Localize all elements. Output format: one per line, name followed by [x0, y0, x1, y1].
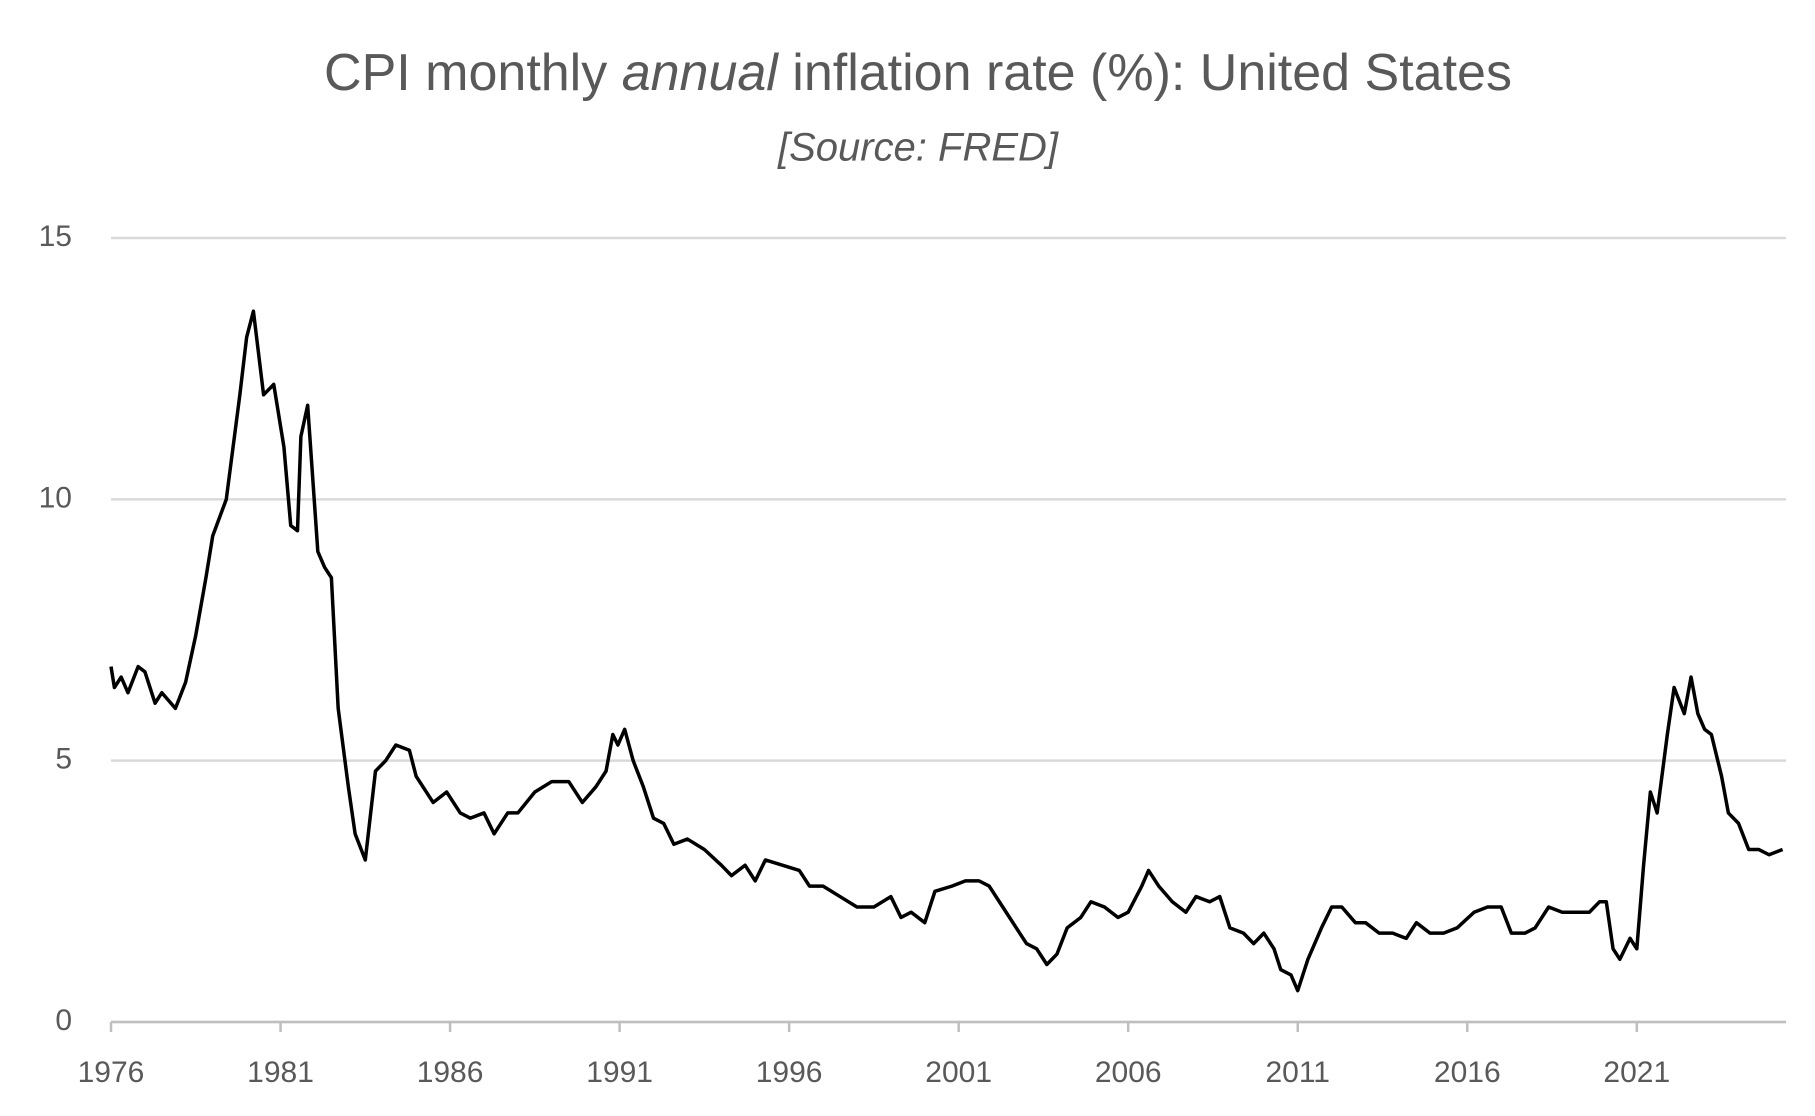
x-tick-label: 1991	[586, 1056, 653, 1089]
x-tick-label: 2021	[1603, 1056, 1670, 1089]
x-tick-label: 2011	[1265, 1056, 1330, 1089]
y-tick-label: 15	[39, 220, 72, 253]
x-tick-label: 1976	[78, 1056, 145, 1089]
x-tick-label: 1996	[756, 1056, 823, 1089]
data-line	[109, 309, 1784, 993]
chart-title: CPI monthly annual inflation rate (%): U…	[324, 44, 1512, 102]
x-tick-label: 2016	[1434, 1056, 1501, 1089]
x-tick-label: 1981	[247, 1056, 314, 1089]
x-tick-label: 2006	[1095, 1056, 1162, 1089]
y-tick-label: 10	[39, 481, 72, 514]
title-part: CPI monthly	[324, 44, 622, 102]
y-tick-label: 5	[55, 743, 72, 776]
title-part: annual	[622, 44, 780, 102]
title-part: inflation rate (%): United States	[778, 44, 1512, 102]
y-tick-label: 0	[55, 1004, 72, 1037]
x-tick-label: 2001	[925, 1056, 992, 1089]
x-tick-label: 1986	[417, 1056, 484, 1089]
chart-subtitle: [Source: FRED]	[777, 126, 1059, 170]
